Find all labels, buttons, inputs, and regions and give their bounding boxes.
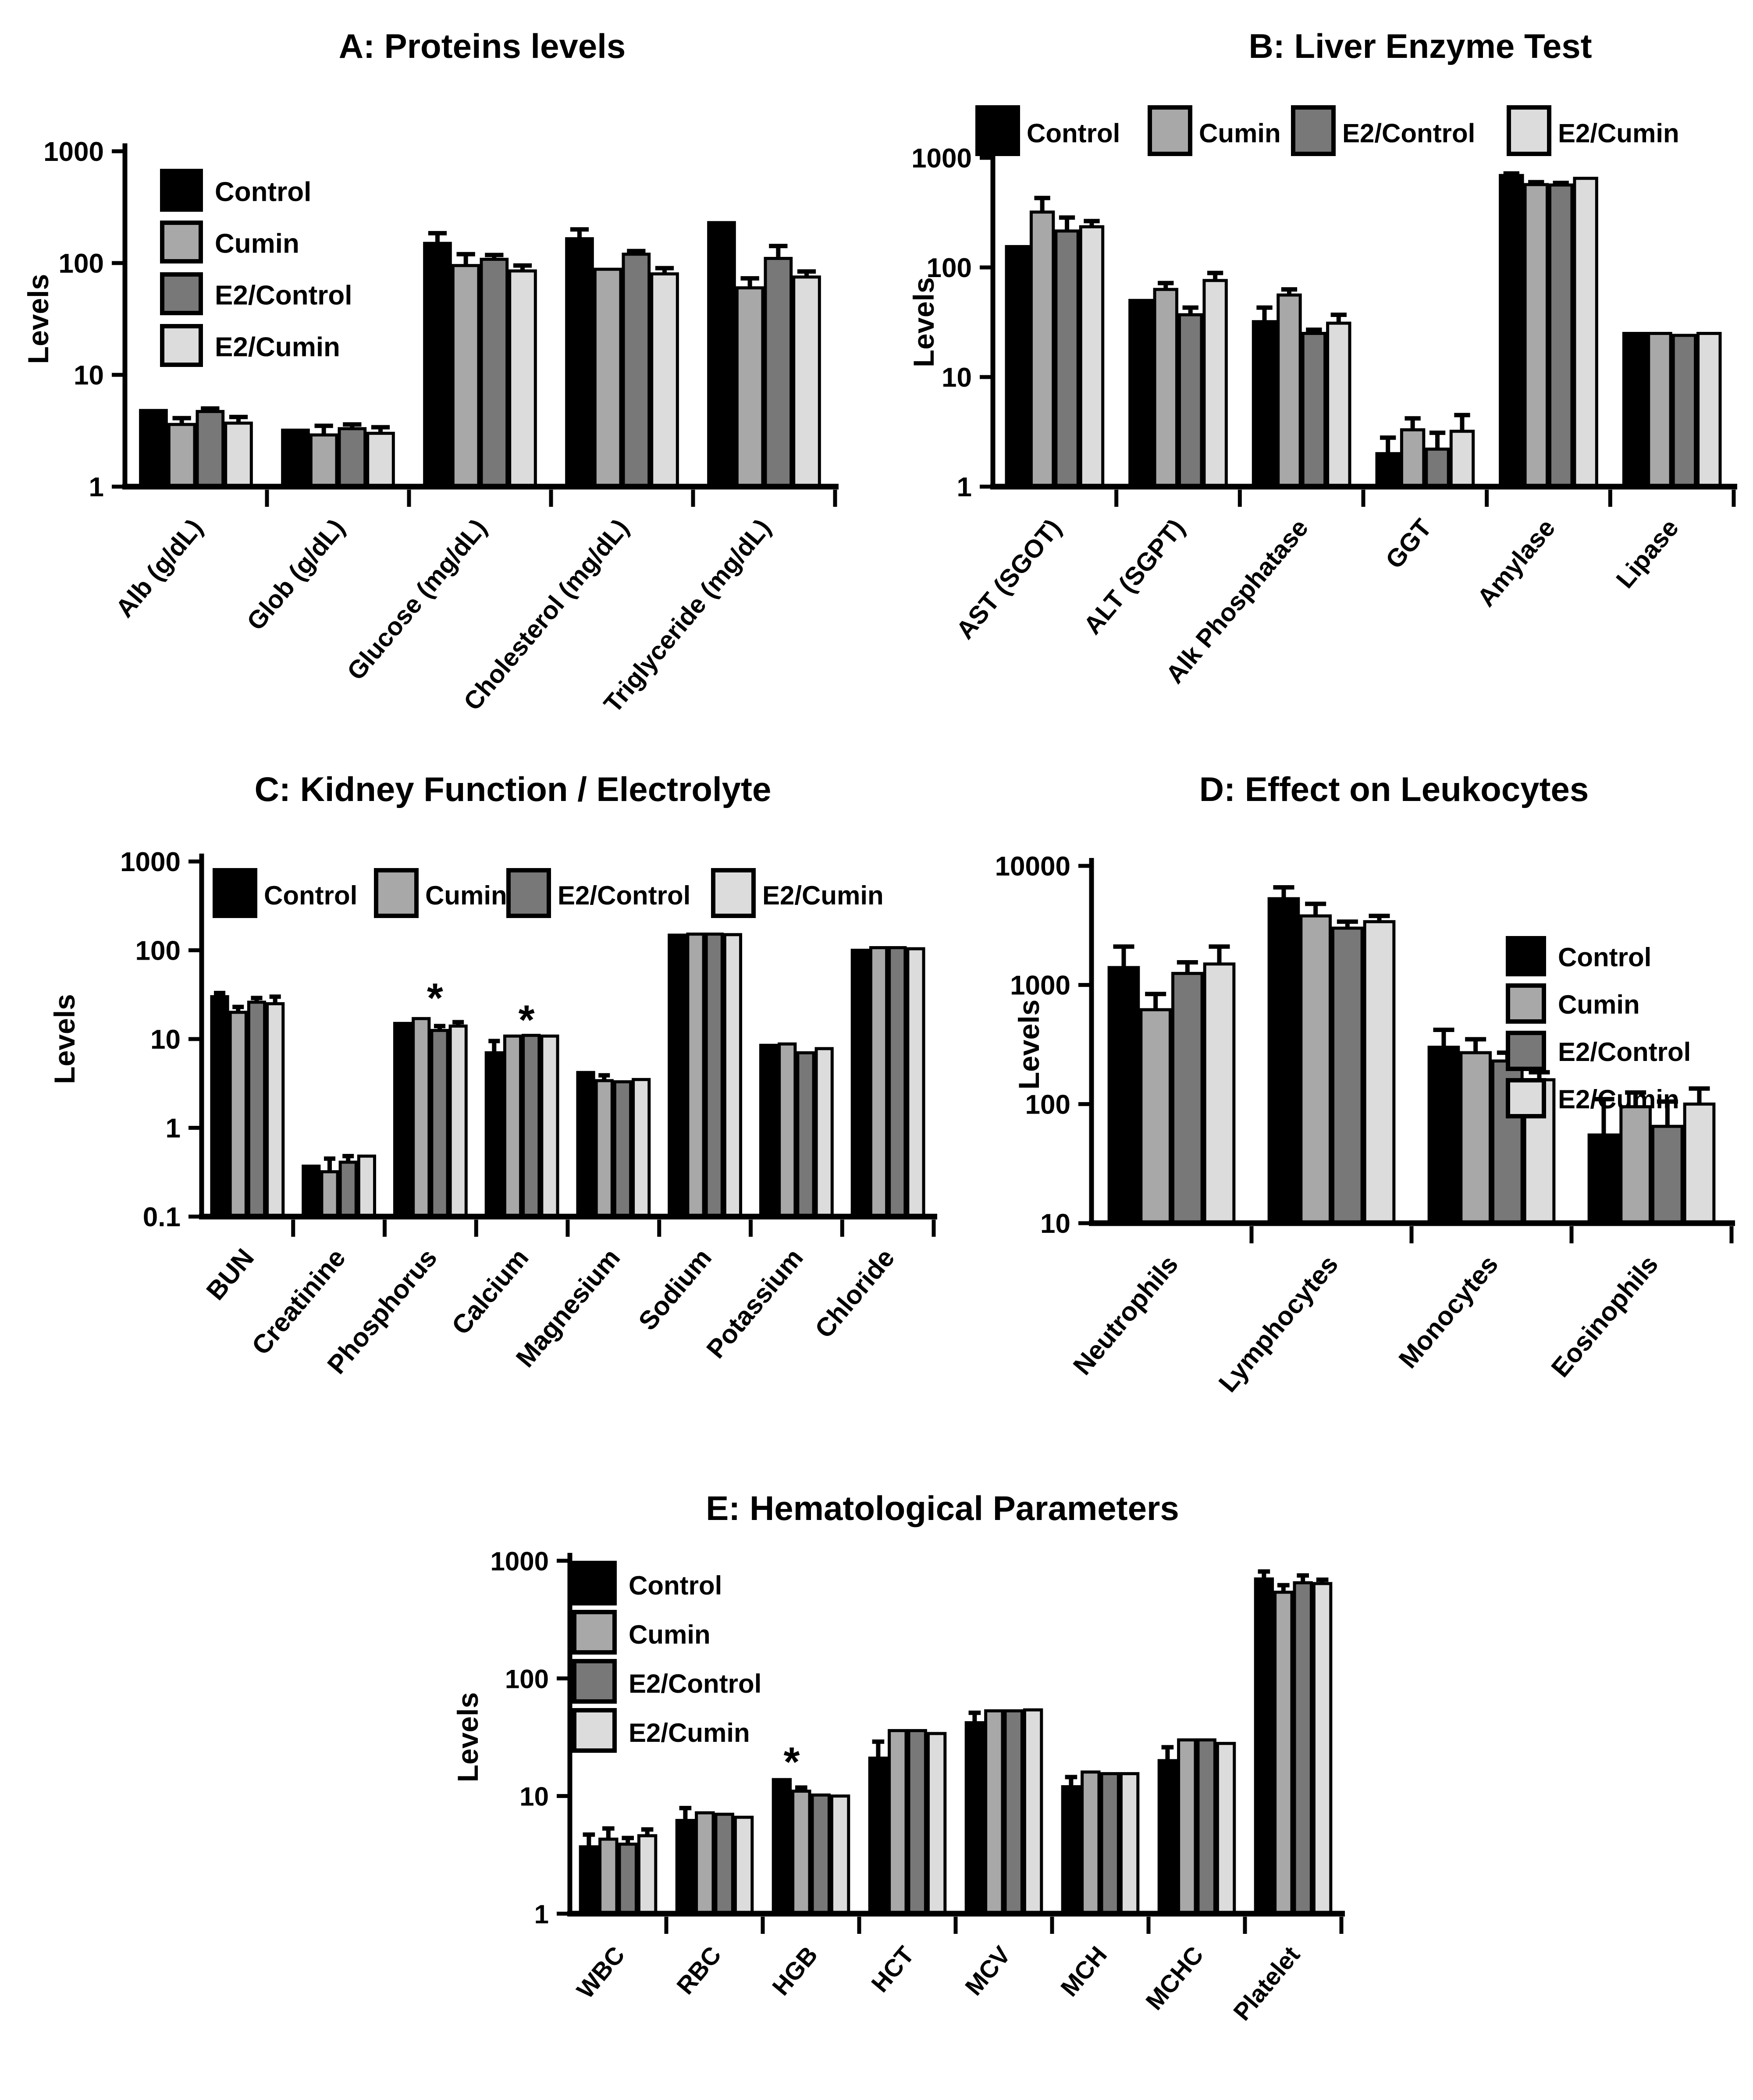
svg-text:10: 10 <box>519 1782 549 1812</box>
svg-text:E2/Control: E2/Control <box>1558 1037 1691 1067</box>
svg-text:1000: 1000 <box>491 1547 549 1576</box>
svg-text:100: 100 <box>1025 1089 1070 1120</box>
svg-text:*: * <box>427 975 443 1021</box>
svg-text:Lipase: Lipase <box>1611 514 1684 594</box>
svg-text:E2/Control: E2/Control <box>629 1669 761 1698</box>
svg-text:Levels: Levels <box>907 277 940 367</box>
panel-b: B: Liver Enzyme Test 1 10 100 1000 AST (SGOT… <box>890 4 1753 728</box>
svg-text:Cholesterol (mg/dL): Cholesterol (mg/dL) <box>458 514 634 716</box>
panel-c-title: C: Kidney Function / Electrolyte <box>254 770 772 808</box>
svg-text:Alb (g/dL): Alb (g/dL) <box>110 514 208 623</box>
svg-text:1: 1 <box>534 1900 549 1929</box>
svg-text:Creatinine: Creatinine <box>246 1243 351 1360</box>
svg-text:E2/Control: E2/Control <box>558 881 690 910</box>
panel-a: A: Proteins levels 1 10 100 1000 Alb (g/dL) G… <box>18 4 859 728</box>
svg-text:HCT: HCT <box>866 1941 919 1997</box>
svg-text:Potassium: Potassium <box>700 1243 808 1364</box>
svg-text:WBC: WBC <box>571 1941 630 2004</box>
svg-text:Amylase: Amylase <box>1472 514 1561 612</box>
svg-text:Eosinophils: Eosinophils <box>1546 1249 1664 1383</box>
panel-d-title: D: Effect on Leukocytes <box>1199 770 1589 808</box>
svg-text:Glob (g/dL): Glob (g/dL) <box>241 514 350 636</box>
svg-text:100: 100 <box>927 253 972 283</box>
svg-text:BUN: BUN <box>200 1243 260 1306</box>
svg-text:100: 100 <box>135 936 181 966</box>
panel-b-title: B: Liver Enzyme Test <box>1248 27 1592 65</box>
panel-a-chart: 1 10 100 1000 Alb (g/dL) Glob (g/dL)Glucose (… <box>22 137 839 718</box>
svg-text:Control: Control <box>1558 943 1651 972</box>
svg-text:E2/Cumin: E2/Cumin <box>215 332 340 363</box>
panel-c: C: Kidney Function / Electrolyte 0.1 1 10 1… <box>13 741 973 1469</box>
svg-text:10: 10 <box>74 360 104 391</box>
svg-text:Levels: Levels <box>22 274 54 364</box>
svg-text:HGB: HGB <box>767 1941 823 2000</box>
svg-text:Control: Control <box>1027 119 1120 148</box>
svg-text:100: 100 <box>59 249 104 279</box>
svg-text:E2/Cumin: E2/Cumin <box>629 1718 750 1748</box>
svg-text:Control: Control <box>629 1571 722 1600</box>
svg-text:Lymphocytes: Lymphocytes <box>1213 1249 1344 1398</box>
svg-text:MCHC: MCHC <box>1140 1941 1209 2015</box>
panel-e-title: E: Hematological Parameters <box>706 1489 1179 1527</box>
panel-e-chart: 1 10 100 1000 WBC RBC HGB HCT MCV MCH MCHC Platelet… <box>452 1547 1345 2025</box>
svg-text:10: 10 <box>942 363 972 393</box>
svg-text:E2/Control: E2/Control <box>215 281 352 311</box>
svg-text:10: 10 <box>1040 1209 1070 1239</box>
svg-text:Calcium: Calcium <box>446 1243 534 1340</box>
svg-text:Levels: Levels <box>452 1692 484 1782</box>
svg-text:Levels: Levels <box>48 994 81 1084</box>
panel-a-title: A: Proteins levels <box>338 27 626 65</box>
svg-text:1000: 1000 <box>911 143 972 174</box>
svg-text:Chloride: Chloride <box>809 1243 900 1343</box>
svg-text:*: * <box>519 997 535 1043</box>
svg-text:1000: 1000 <box>1010 971 1070 1001</box>
svg-text:E2/Cumin: E2/Cumin <box>1558 119 1679 148</box>
svg-text:E2/Control: E2/Control <box>1342 119 1475 148</box>
panel-d: D: Effect on Leukocytes 10 100 1000 10000 Ne… <box>995 741 1753 1469</box>
svg-text:Cumin: Cumin <box>629 1620 711 1649</box>
svg-text:ALT (SGPT): ALT (SGPT) <box>1078 514 1190 640</box>
svg-text:0.1: 0.1 <box>143 1202 181 1232</box>
svg-text:1: 1 <box>957 472 972 502</box>
svg-text:E2/Cumin: E2/Cumin <box>762 881 884 910</box>
svg-text:1: 1 <box>89 472 104 502</box>
svg-text:RBC: RBC <box>671 1941 726 1999</box>
svg-text:Platelet: Platelet <box>1228 1941 1305 2025</box>
svg-text:MCV: MCV <box>960 1941 1016 2000</box>
svg-text:Glucose (mg/dL): Glucose (mg/dL) <box>341 514 492 686</box>
svg-text:Neutrophils: Neutrophils <box>1067 1249 1184 1380</box>
svg-text:1000: 1000 <box>43 137 104 167</box>
panel-d-chart: 10 100 1000 10000 Neutrophils Lymphocytes Mono… <box>995 851 1735 1398</box>
svg-text:Monocytes: Monocytes <box>1393 1249 1504 1374</box>
svg-text:AST (SGOT): AST (SGOT) <box>951 514 1067 644</box>
svg-text:Levels: Levels <box>1013 1000 1045 1089</box>
svg-text:*: * <box>784 1739 800 1785</box>
svg-text:1000: 1000 <box>120 847 181 877</box>
svg-text:Triglyceride (mg/dL): Triglyceride (mg/dL) <box>598 514 776 718</box>
svg-text:E2/Cumin: E2/Cumin <box>1558 1085 1679 1114</box>
svg-text:Cumin: Cumin <box>215 229 299 259</box>
svg-text:GGT: GGT <box>1380 514 1437 574</box>
svg-text:Cumin: Cumin <box>1199 119 1281 148</box>
svg-text:Control: Control <box>264 881 357 910</box>
svg-text:10000: 10000 <box>995 851 1070 882</box>
svg-text:1: 1 <box>166 1114 181 1144</box>
svg-text:Cumin: Cumin <box>1558 990 1640 1019</box>
svg-text:MCH: MCH <box>1055 1941 1112 2001</box>
svg-text:Sodium: Sodium <box>633 1243 717 1336</box>
svg-text:Control: Control <box>215 177 311 207</box>
panel-e: E: Hematological Parameters 1 10 100 1000 WB… <box>386 1477 1412 2100</box>
svg-text:100: 100 <box>505 1664 549 1694</box>
svg-text:10: 10 <box>150 1025 181 1055</box>
svg-text:Cumin: Cumin <box>425 881 507 910</box>
